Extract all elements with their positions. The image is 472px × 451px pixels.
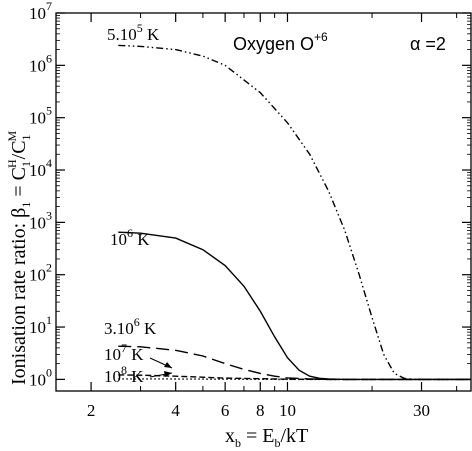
series-label-2: 3.106 K [104,315,157,338]
x-tick-label: 30 [413,401,430,420]
y-tick-label: 105 [29,104,52,128]
y-axis-title: Ionisation rate ratio: β1 = C1H/C1M [5,130,33,385]
x-tick-label: 10 [279,401,296,420]
series-label-1: 106 K [110,226,150,249]
y-tick-label: 100 [29,365,52,389]
series-lines [118,44,471,381]
plot-frame [55,12,472,392]
x-tick-label: 6 [221,401,230,420]
y-tick-label: 102 [29,261,52,285]
ion-annotation: Oxygen O+6 [233,30,328,54]
x-tick-label: 8 [256,401,265,420]
x-tick-label: 4 [171,401,180,420]
y-tick-label: 107 [29,0,52,23]
series-label-0: 5.105 K [107,21,160,44]
y-tick-label: 103 [29,208,52,232]
series-label-3: 107 K [104,341,144,364]
y-tick-label: 106 [29,51,52,75]
alpha-annotation: α =2 [410,34,446,54]
x-tick-label: 2 [87,401,96,420]
x-axis-title: xb = Eb/kT [225,425,308,450]
series-label-4: 108 K [104,363,144,386]
series-line-0 [118,44,471,381]
y-tick-label: 104 [29,156,52,180]
tick-labels: 2 4 6 8 10 30 100 101 102 103 104 105 106 107 [29,0,430,420]
arrowhead-1e8 [164,371,172,377]
axis-ticks [56,12,471,391]
series-line-1 [118,231,471,381]
y-tick-label: 101 [29,313,52,337]
series-line-3 [118,374,471,381]
series-line-2 [118,345,471,381]
arrowhead-1e7 [164,362,172,368]
